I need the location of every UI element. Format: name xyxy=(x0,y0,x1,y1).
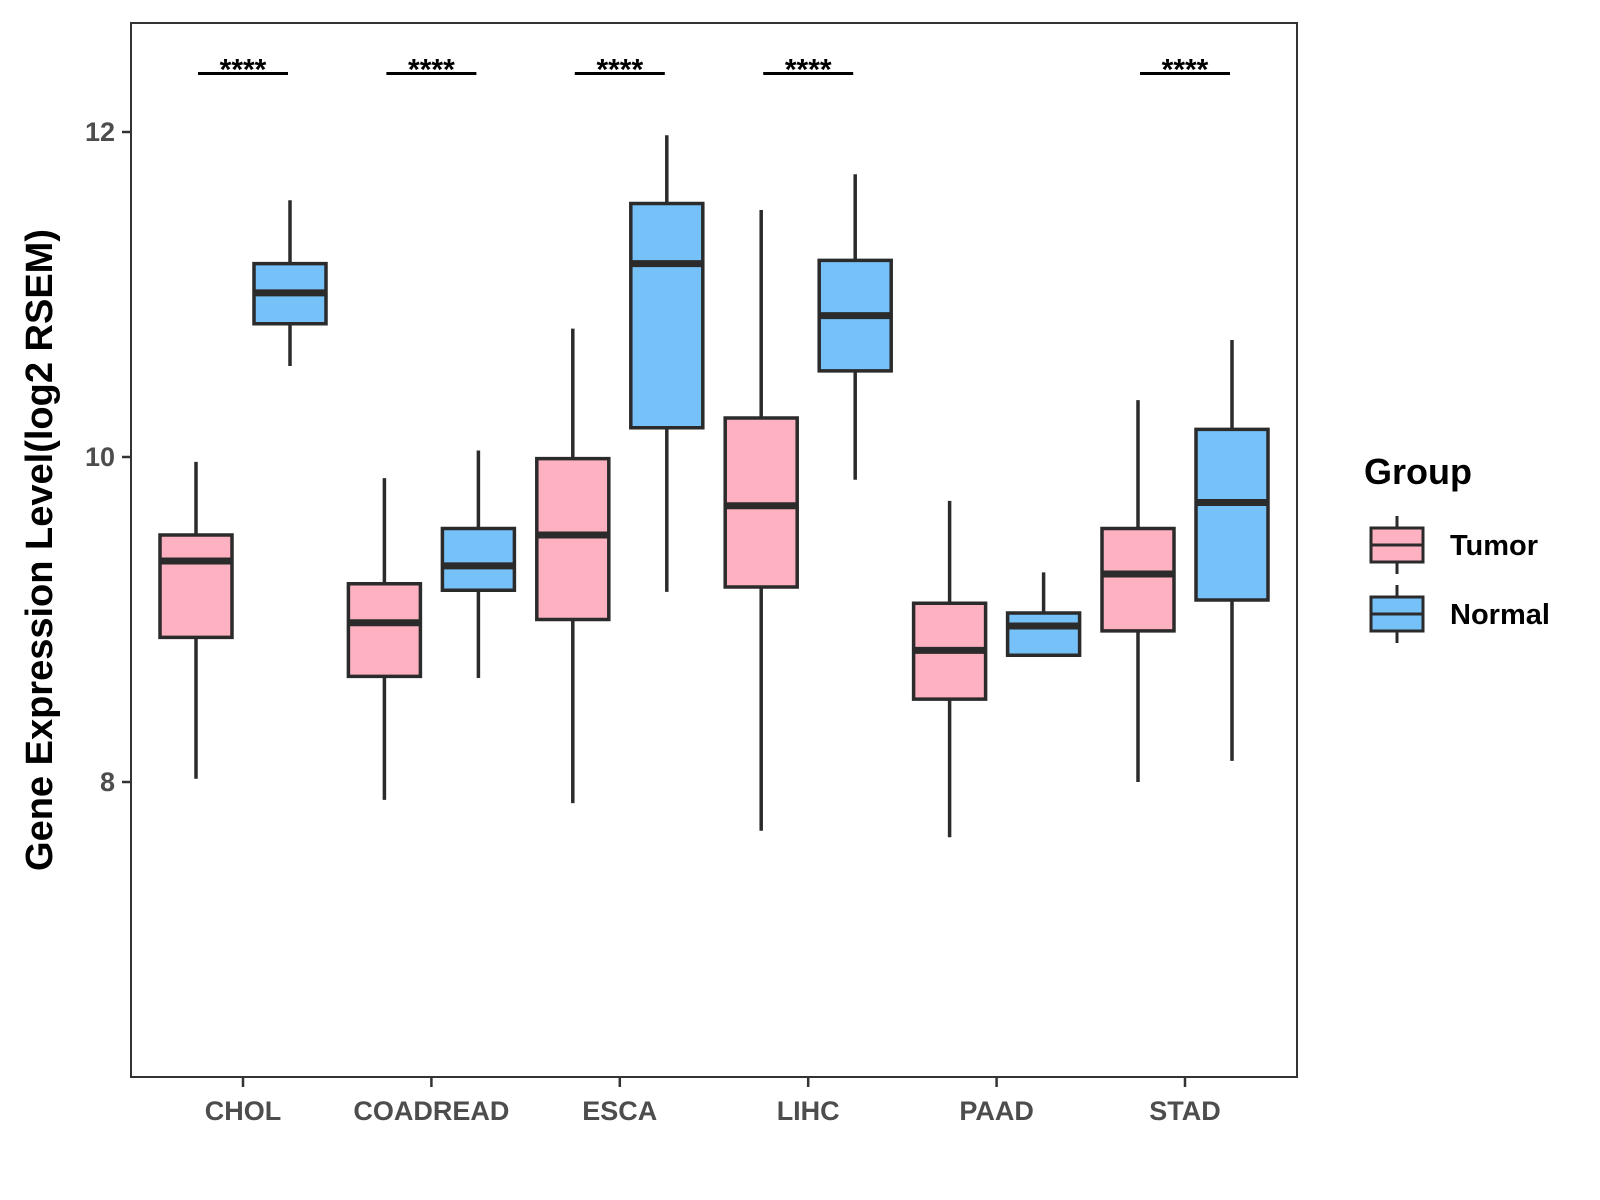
legend: Group Tumor Normal xyxy=(1364,451,1550,643)
box-body-stad-normal xyxy=(1194,427,1270,602)
box-body-coadread-tumor xyxy=(346,582,423,679)
sig-label-esca: **** xyxy=(596,54,643,87)
x-tick-label-paad: PAAD xyxy=(959,1096,1034,1126)
y-axis-title: Gene Expression Level(log2 RSEM) xyxy=(19,229,61,871)
legend-title: Group xyxy=(1364,451,1472,492)
sig-label-chol: **** xyxy=(220,54,267,87)
box-coadread-normal xyxy=(440,450,517,678)
box-stad-tumor xyxy=(1100,400,1176,782)
box-chol-normal xyxy=(252,200,328,366)
box-lihc-normal xyxy=(817,174,893,480)
box-esca-tumor xyxy=(535,328,611,804)
legend-item-tumor: Tumor xyxy=(1369,516,1538,574)
box-body-esca-normal xyxy=(629,201,705,430)
y-tick-label-10: 10 xyxy=(85,442,115,472)
box-lihc-tumor xyxy=(723,210,799,831)
x-tick-label-coadread: COADREAD xyxy=(353,1096,509,1126)
sig-label-lihc: **** xyxy=(785,54,832,87)
box-body-stad-tumor xyxy=(1100,526,1176,633)
box-body-chol-tumor xyxy=(158,533,234,640)
y-axis: 8 10 12 xyxy=(85,117,131,797)
x-tick-label-chol: CHOL xyxy=(205,1096,282,1126)
y-tick-label-12: 12 xyxy=(85,117,115,147)
legend-label-tumor: Tumor xyxy=(1450,530,1538,562)
box-paad-tumor xyxy=(911,500,988,838)
sig-label-stad: **** xyxy=(1162,54,1209,87)
box-body-esca-tumor xyxy=(535,456,611,622)
box-body-coadread-normal xyxy=(440,526,517,592)
box-coadread-tumor xyxy=(346,478,423,800)
y-tick-label-8: 8 xyxy=(100,767,115,797)
x-tick-label-lihc: LIHC xyxy=(777,1096,840,1126)
chart-marks: **** **** **** **** **** xyxy=(158,54,1270,838)
sig-label-coadread: **** xyxy=(408,54,455,87)
box-chol-tumor xyxy=(158,461,234,779)
legend-label-normal: Normal xyxy=(1450,599,1550,631)
x-tick-label-esca: ESCA xyxy=(582,1096,657,1126)
box-esca-normal xyxy=(629,135,705,592)
box-stad-normal xyxy=(1194,340,1270,761)
box-paad-normal xyxy=(1005,572,1082,657)
legend-item-normal: Normal xyxy=(1369,585,1550,643)
x-axis: CHOL COADREAD ESCA LIHC PAAD STAD xyxy=(205,1077,1221,1126)
box-body-paad-normal xyxy=(1005,611,1082,657)
x-tick-label-stad: STAD xyxy=(1149,1096,1221,1126)
